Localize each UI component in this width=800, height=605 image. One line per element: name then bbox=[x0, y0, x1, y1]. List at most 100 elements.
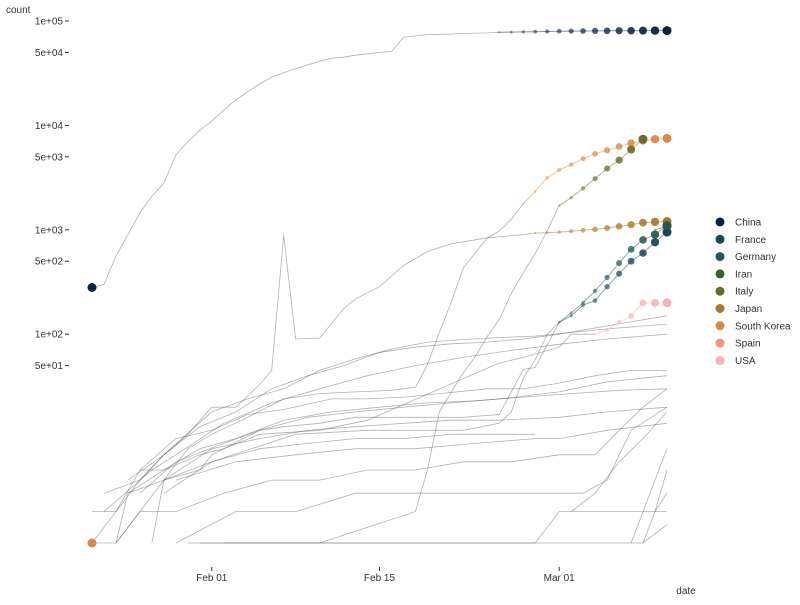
point-china-11 bbox=[627, 26, 635, 35]
background-line-22 bbox=[570, 411, 668, 512]
point-china-13 bbox=[650, 26, 660, 35]
background-line-18 bbox=[199, 511, 667, 544]
point-italy-4 bbox=[604, 165, 611, 172]
point-usa-2 bbox=[616, 320, 622, 325]
legend-label-china: China bbox=[735, 218, 762, 229]
point-south-korea-2 bbox=[545, 176, 549, 180]
point-china-5 bbox=[556, 28, 562, 34]
y-tick-label-0: 1e+05 bbox=[35, 17, 64, 28]
point-germany-5 bbox=[616, 260, 623, 267]
point-china-8 bbox=[592, 27, 599, 34]
legend-label-usa: USA bbox=[735, 356, 756, 367]
point-italy-7 bbox=[638, 134, 648, 144]
x-tick-label-1: Feb 15 bbox=[364, 573, 396, 584]
legend-key-japan bbox=[715, 304, 725, 313]
background-line-5 bbox=[151, 322, 560, 544]
start-point-south-korea bbox=[87, 538, 97, 548]
x-tick-label-0: Feb 01 bbox=[196, 573, 228, 584]
point-germany-7 bbox=[639, 236, 647, 244]
legend-key-iran bbox=[715, 269, 725, 279]
point-france-2 bbox=[581, 303, 586, 308]
point-usa-0 bbox=[593, 333, 597, 336]
background-line-12 bbox=[139, 375, 668, 494]
point-germany-0 bbox=[558, 321, 561, 324]
legend-label-spain: Spain bbox=[735, 339, 761, 350]
y-tick-label-3: 5e+03 bbox=[35, 152, 64, 163]
point-south-korea-0 bbox=[522, 202, 525, 206]
point-japan-5 bbox=[592, 226, 598, 232]
y-tick-label-2: 1e+04 bbox=[35, 121, 64, 132]
point-south-korea-11 bbox=[650, 134, 660, 144]
point-usa-4 bbox=[639, 299, 647, 307]
point-south-korea-7 bbox=[603, 147, 611, 154]
point-italy-1 bbox=[569, 196, 573, 200]
point-germany-1 bbox=[569, 311, 573, 315]
point-iran-0 bbox=[653, 228, 657, 231]
background-line-20 bbox=[642, 469, 668, 544]
legend-label-italy: Italy bbox=[735, 287, 753, 298]
y-tick-label-1: 5e+04 bbox=[35, 48, 64, 59]
point-china-1 bbox=[509, 30, 513, 34]
point-italy-0 bbox=[558, 204, 561, 207]
point-japan-0 bbox=[534, 231, 537, 235]
point-germany-9 bbox=[662, 221, 672, 230]
point-japan-10 bbox=[650, 217, 660, 227]
point-france-0 bbox=[558, 321, 561, 324]
background-line-21 bbox=[630, 448, 668, 544]
x-tick-label-2: Mar 01 bbox=[544, 573, 576, 584]
point-france-1 bbox=[569, 314, 573, 318]
background-line-0 bbox=[91, 31, 500, 288]
point-france-6 bbox=[627, 257, 635, 265]
background-line-11 bbox=[127, 388, 668, 494]
point-usa-6 bbox=[662, 298, 672, 308]
legend-key-usa bbox=[715, 355, 725, 365]
background-line-14 bbox=[163, 433, 536, 494]
point-france-7 bbox=[639, 249, 647, 257]
legend-label-iran: Iran bbox=[735, 269, 752, 280]
background-line-17 bbox=[175, 406, 668, 544]
legend-label-germany: Germany bbox=[735, 252, 776, 263]
background-line-1 bbox=[92, 203, 524, 544]
point-china-3 bbox=[533, 29, 538, 34]
legend-label-france: France bbox=[735, 235, 767, 246]
point-france-4 bbox=[604, 284, 610, 290]
point-france-9 bbox=[662, 227, 672, 237]
point-south-korea-6 bbox=[592, 151, 598, 157]
point-germany-3 bbox=[592, 288, 598, 294]
y-tick-label-7: 5e+01 bbox=[35, 361, 64, 372]
point-china-10 bbox=[615, 27, 623, 35]
series-line-south-korea bbox=[522, 137, 668, 205]
point-south-korea-12 bbox=[662, 133, 672, 143]
point-germany-4 bbox=[604, 274, 610, 281]
point-south-korea-9 bbox=[627, 139, 635, 147]
y-tick-label-5: 5e+02 bbox=[35, 257, 64, 268]
point-china-0 bbox=[498, 31, 501, 34]
point-usa-1 bbox=[605, 328, 609, 332]
point-japan-3 bbox=[569, 229, 574, 234]
series-line-japan bbox=[535, 221, 668, 234]
legend-key-china bbox=[715, 217, 725, 227]
point-japan-8 bbox=[627, 221, 635, 229]
background-lines bbox=[91, 31, 668, 544]
point-japan-1 bbox=[545, 231, 549, 235]
point-germany-8 bbox=[650, 230, 660, 239]
legend-key-germany bbox=[715, 252, 725, 262]
point-china-7 bbox=[580, 28, 586, 34]
legend-label-japan: Japan bbox=[735, 304, 762, 315]
legend: China France Germany Iran Italy Japan South Ko… bbox=[715, 217, 791, 367]
point-japan-4 bbox=[580, 227, 586, 233]
point-japan-7 bbox=[615, 223, 623, 230]
point-japan-9 bbox=[639, 218, 647, 227]
background-line-9 bbox=[103, 333, 668, 512]
point-france-3 bbox=[592, 298, 598, 303]
point-china-12 bbox=[638, 26, 648, 35]
point-china-14 bbox=[662, 26, 672, 36]
point-south-korea-5 bbox=[580, 156, 586, 162]
highlighted-points bbox=[87, 26, 672, 548]
point-south-korea-1 bbox=[533, 189, 537, 193]
legend-key-south-korea bbox=[715, 321, 725, 331]
point-china-2 bbox=[521, 30, 525, 34]
point-china-6 bbox=[568, 28, 574, 34]
